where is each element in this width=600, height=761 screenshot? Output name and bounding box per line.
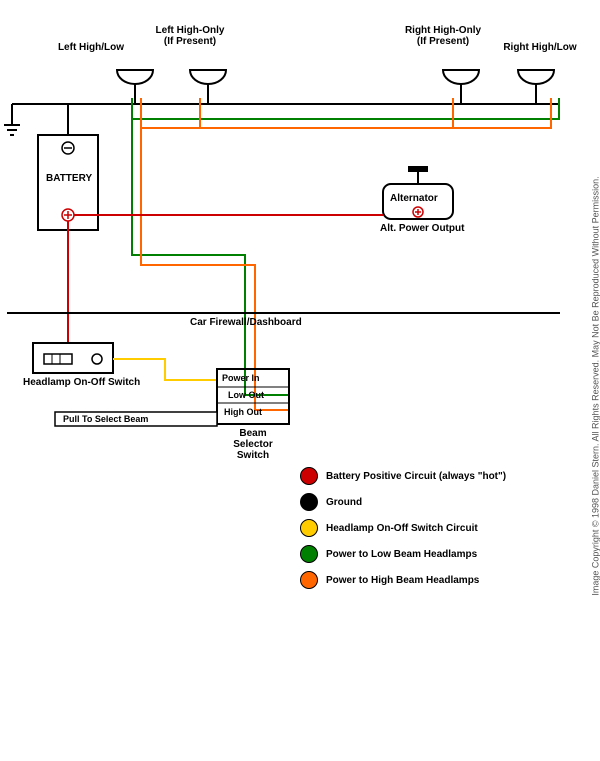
legend-item: Power to High Beam Headlamps xyxy=(300,571,506,589)
legend-label: Ground xyxy=(326,497,362,508)
legend-dot xyxy=(300,467,318,485)
label-alternator: Alternator xyxy=(390,193,438,204)
legend-label: Power to High Beam Headlamps xyxy=(326,575,479,586)
label-firewall: Car Firewall/Dashboard xyxy=(190,317,302,328)
label-low-out: Low Out xyxy=(228,390,264,400)
label-alt-power: Alt. Power Output xyxy=(380,223,464,234)
label-right-high-low: Right High/Low xyxy=(500,42,580,53)
label-left-high-only: Left High-Only (If Present) xyxy=(145,25,235,47)
legend-item: Power to Low Beam Headlamps xyxy=(300,545,506,563)
label-power-in: Power In xyxy=(222,373,260,383)
legend: Battery Positive Circuit (always "hot") G… xyxy=(300,467,506,597)
legend-item: Battery Positive Circuit (always "hot") xyxy=(300,467,506,485)
legend-item: Ground xyxy=(300,493,506,511)
label-headlamp-switch: Headlamp On-Off Switch xyxy=(23,377,140,388)
legend-label: Power to Low Beam Headlamps xyxy=(326,549,477,560)
legend-dot xyxy=(300,519,318,537)
label-beam-selector: Beam Selector Switch xyxy=(228,428,278,461)
label-high-out: High Out xyxy=(224,407,262,417)
label-left-high-low: Left High/Low xyxy=(56,42,126,53)
label-right-high-only: Right High-Only (If Present) xyxy=(398,25,488,47)
copyright-text: Image Copyright © 1998 Daniel Stern. All… xyxy=(590,176,600,595)
legend-item: Headlamp On-Off Switch Circuit xyxy=(300,519,506,537)
legend-dot xyxy=(300,545,318,563)
label-battery: BATTERY xyxy=(46,173,92,184)
label-pull-beam: Pull To Select Beam xyxy=(63,414,148,424)
legend-label: Battery Positive Circuit (always "hot") xyxy=(326,471,506,482)
legend-label: Headlamp On-Off Switch Circuit xyxy=(326,523,478,534)
legend-dot xyxy=(300,493,318,511)
legend-dot xyxy=(300,571,318,589)
